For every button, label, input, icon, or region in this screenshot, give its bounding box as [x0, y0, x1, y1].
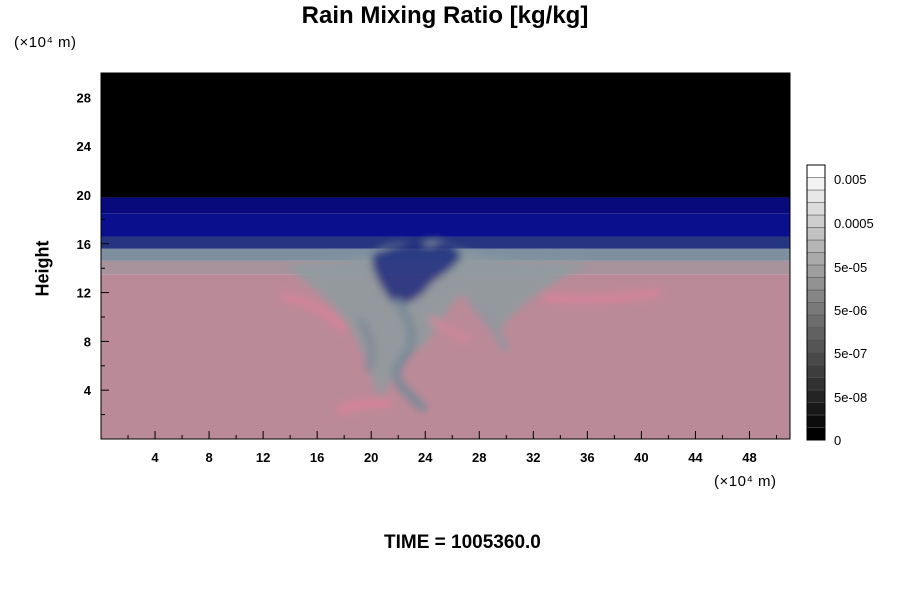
y-tick-label: 8 — [84, 334, 91, 349]
colorbar-level — [806, 264, 826, 278]
x-tick-label: 40 — [634, 450, 648, 465]
colorbar-level — [806, 214, 826, 228]
x-unit-label: (×10⁴ m) — [714, 473, 777, 490]
colorbar-label: 5e-07 — [834, 346, 867, 361]
x-tick-label: 28 — [472, 450, 486, 465]
colorbar-label: 5e-08 — [834, 390, 867, 405]
colorbar-level — [806, 227, 826, 241]
colorbar-level — [806, 252, 826, 266]
x-tick-label: 12 — [256, 450, 270, 465]
x-tick-label: 32 — [526, 450, 540, 465]
y-tick-label: 12 — [77, 286, 91, 301]
field-band-5 — [101, 197, 790, 214]
colorbar-level — [806, 239, 826, 253]
x-ticks: 4 8 12 16 20 24 28 32 36 40 44 48 — [127, 431, 777, 465]
field-band-4 — [101, 213, 790, 237]
x-tick-label: 48 — [742, 450, 756, 465]
colorbar-level — [806, 277, 826, 291]
chart-title: Rain Mixing Ratio [kg/kg] — [301, 2, 589, 29]
x-tick-label: 20 — [364, 450, 378, 465]
colorbar-level — [806, 314, 826, 328]
colorbar-level — [806, 377, 826, 391]
colorbar-level — [806, 289, 826, 303]
field-band-6 — [101, 73, 790, 198]
y-tick-label: 28 — [77, 90, 91, 105]
colorbar-level — [806, 364, 826, 378]
time-footer: TIME = 1005360.0 — [384, 532, 541, 553]
colorbar-level — [806, 202, 826, 216]
y-tick-label: 20 — [77, 188, 91, 203]
colorbar-label: 0.005 — [834, 172, 867, 187]
x-tick-label: 16 — [310, 450, 324, 465]
x-tick-label: 8 — [205, 450, 212, 465]
colorbar-label: 0.0005 — [834, 216, 874, 231]
colorbar-label: 0 — [834, 433, 841, 448]
colorbar-label: 5e-06 — [834, 303, 867, 318]
x-tick-label: 24 — [418, 450, 433, 465]
colorbar-level — [806, 352, 826, 366]
colorbar-level — [806, 164, 826, 178]
colorbar-level — [806, 427, 826, 441]
plot-frame — [100, 72, 791, 440]
colorbar-level — [806, 339, 826, 353]
colorbar-level — [806, 189, 826, 203]
y-tick-label: 16 — [77, 237, 91, 252]
colorbar-level — [806, 402, 826, 416]
x-tick-label: 44 — [688, 450, 703, 465]
y-ticks: 4 8 12 16 20 24 28 — [77, 72, 109, 416]
x-tick-label: 36 — [580, 450, 594, 465]
colorbar: 0.005 0.0005 5e-05 5e-06 5e-07 5e-08 0 — [806, 164, 874, 448]
convective-plume — [281, 239, 661, 416]
colorbar-level — [806, 177, 826, 191]
colorbar-level — [806, 302, 826, 316]
colorbar-level — [806, 327, 826, 341]
colorbar-level — [806, 414, 826, 428]
colorbar-frame — [806, 164, 826, 441]
y-tick-label: 24 — [77, 139, 92, 154]
colorbar-label: 5e-05 — [834, 260, 867, 275]
y-unit-label: (×10⁴ m) — [14, 34, 77, 51]
y-tick-label: 4 — [84, 383, 92, 398]
x-tick-label: 4 — [151, 450, 159, 465]
colorbar-level — [806, 389, 826, 403]
